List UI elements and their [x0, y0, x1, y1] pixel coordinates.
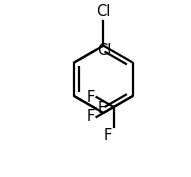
Text: Cl: Cl: [98, 43, 112, 58]
Text: Cl: Cl: [96, 4, 111, 19]
Text: F: F: [98, 101, 106, 116]
Text: F: F: [87, 90, 95, 105]
Text: F: F: [104, 128, 112, 143]
Text: F: F: [87, 109, 95, 124]
